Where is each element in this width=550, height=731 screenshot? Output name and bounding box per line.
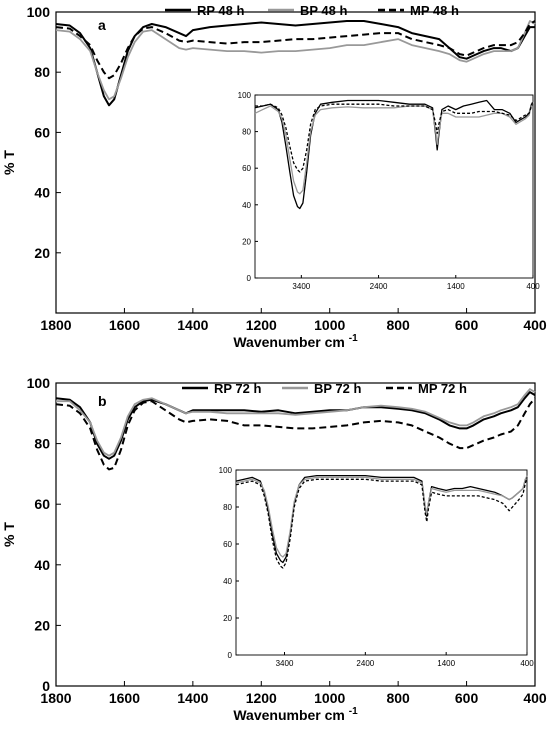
inset-series-line-2 bbox=[235, 475, 528, 558]
y-tick-label: 80 bbox=[34, 64, 50, 80]
panel-label: a bbox=[98, 17, 106, 33]
y-tick-label: 60 bbox=[34, 496, 50, 512]
series-line-2 bbox=[56, 388, 536, 457]
inset-y-tick-label: 100 bbox=[219, 466, 233, 475]
inset-y-tick-label: 0 bbox=[228, 651, 233, 660]
x-tick-label: 1600 bbox=[109, 690, 140, 706]
plot-frame bbox=[55, 11, 536, 314]
legend-label-1: RP 72 h bbox=[214, 381, 262, 396]
inset-x-tick-label: 1400 bbox=[437, 659, 455, 668]
inset-series-line-3 bbox=[255, 100, 534, 173]
inset-y-tick-label: 40 bbox=[223, 577, 232, 586]
y-tick-label: 100 bbox=[27, 375, 51, 391]
inset-x-tick-label: 1400 bbox=[447, 282, 465, 291]
x-tick-label: 400 bbox=[523, 317, 547, 333]
chart-panel-b: 1800 1600 1400 1200 1000 800 600 40002040608010… bbox=[1, 375, 547, 723]
y-tick-label: 20 bbox=[34, 617, 50, 633]
inset-y-tick-label: 80 bbox=[242, 128, 251, 137]
legend-label-2: BP 72 h bbox=[314, 381, 362, 396]
inset-y-tick-label: 80 bbox=[223, 503, 232, 512]
series-line-3 bbox=[55, 397, 536, 471]
legend-label-2: BP 48 h bbox=[300, 3, 348, 18]
inset-chart: 3400 2400 1400 400 0 20 40 60 80 100 bbox=[238, 91, 541, 291]
inset-y-tick-label: 20 bbox=[223, 614, 232, 623]
x-tick-label: 1400 bbox=[177, 690, 208, 706]
chart-panel-a: 1800 1600 1400 1200 1000 800 600 40020406080100… bbox=[1, 3, 547, 350]
x-tick-label: 1200 bbox=[246, 690, 277, 706]
y-tick-label: 40 bbox=[34, 185, 50, 201]
inset-frame bbox=[254, 94, 534, 279]
inset-series-line-1 bbox=[254, 99, 534, 210]
inset-y-tick-label: 40 bbox=[242, 201, 251, 210]
inset-y-tick-label: 60 bbox=[223, 540, 232, 549]
x-tick-label: 1200 bbox=[246, 317, 277, 333]
x-tick-label: 800 bbox=[386, 690, 410, 706]
legend-label-1: RP 48 h bbox=[197, 3, 245, 18]
inset-series-line-1 bbox=[235, 474, 528, 564]
series-line-1 bbox=[55, 391, 536, 460]
x-tick-label: 1000 bbox=[314, 690, 345, 706]
y-tick-label: 100 bbox=[27, 4, 51, 20]
x-tick-label: 400 bbox=[523, 690, 547, 706]
inset-y-tick-label: 0 bbox=[247, 274, 252, 283]
x-tick-label: 1000 bbox=[314, 317, 345, 333]
x-tick-label: 1600 bbox=[109, 317, 140, 333]
y-tick-label: 60 bbox=[34, 124, 50, 140]
inset-x-tick-label: 3400 bbox=[276, 659, 294, 668]
y-axis-title: % T bbox=[1, 522, 17, 547]
legend-label-3: MP 72 h bbox=[418, 381, 467, 396]
x-tick-label: 1400 bbox=[177, 317, 208, 333]
inset-y-tick-label: 60 bbox=[242, 164, 251, 173]
y-tick-label: 80 bbox=[34, 436, 50, 452]
plot-frame bbox=[55, 382, 536, 687]
x-tick-label: 1800 bbox=[40, 690, 71, 706]
series-line-2 bbox=[55, 20, 536, 101]
x-tick-label: 800 bbox=[386, 317, 410, 333]
inset-x-tick-label: 2400 bbox=[370, 282, 388, 291]
series-line-1 bbox=[55, 20, 535, 107]
inset-y-tick-label: 20 bbox=[242, 237, 251, 246]
y-tick-label: 0 bbox=[42, 678, 50, 694]
x-axis-title-superscript: -1 bbox=[349, 706, 358, 717]
y-axis-title: % T bbox=[1, 150, 17, 175]
x-axis-title: Wavenumber cm -1 bbox=[233, 706, 358, 723]
inset-x-tick-label: 3400 bbox=[292, 282, 310, 291]
y-tick-label: 40 bbox=[34, 557, 50, 573]
x-axis-title: Wavenumber cm -1 bbox=[233, 333, 358, 350]
x-tick-label: 600 bbox=[455, 690, 479, 706]
y-tick-label: 20 bbox=[34, 245, 50, 261]
x-axis-title-superscript: -1 bbox=[349, 333, 358, 344]
x-tick-label: 1800 bbox=[40, 317, 71, 333]
inset-y-tick-label: 100 bbox=[238, 91, 252, 100]
inset-x-tick-label: 400 bbox=[520, 659, 534, 668]
inset-x-tick-label: 2400 bbox=[356, 659, 374, 668]
inset-chart: 3400 2400 1400 400 0 20 40 60 80 100 bbox=[219, 466, 535, 668]
inset-x-tick-label: 400 bbox=[526, 282, 540, 291]
inset-series-line-3 bbox=[235, 477, 528, 569]
legend-label-3: MP 48 h bbox=[410, 3, 459, 18]
x-tick-label: 600 bbox=[455, 317, 479, 333]
panel-label: b bbox=[98, 393, 107, 409]
series-line-3 bbox=[55, 20, 536, 80]
inset-frame bbox=[235, 469, 528, 656]
